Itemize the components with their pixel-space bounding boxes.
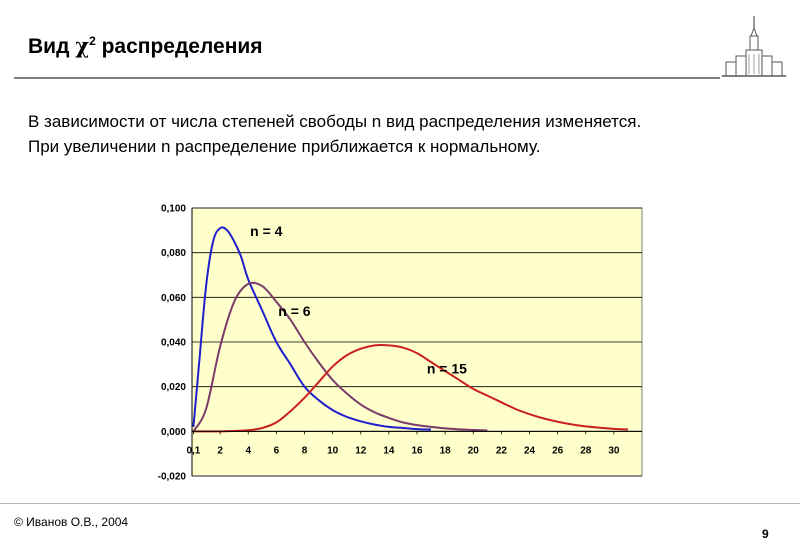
title-superscript: 2 [89, 34, 96, 48]
y-tick-labels: -0,020 0,000 0,020 0,040 0,060 0,080 0,100 [158, 204, 187, 483]
x-tick-label: 6 [274, 445, 280, 456]
series-lines [192, 226, 628, 433]
chi-square-chart: -0,020 0,000 0,020 0,040 0,060 0,080 0,100 0,1… [158, 204, 643, 483]
series-line-1 [192, 226, 432, 431]
x-tick-label: 0,1 [186, 445, 200, 456]
y-tick-label: 0,020 [161, 382, 186, 393]
slide-title: Вид χ2 распределения [28, 33, 263, 59]
title-main: Вид [28, 35, 76, 58]
title-divider [14, 77, 720, 79]
series-label-1: n = 4 [250, 223, 283, 239]
series-line-3 [193, 344, 628, 433]
series-line-2 [192, 281, 488, 432]
y-tick-label: 0,040 [161, 338, 186, 349]
y-tick-label: -0,020 [158, 472, 187, 483]
x-tick-label: 28 [580, 445, 592, 456]
page-number: 9 [762, 527, 769, 541]
y-tick-label: 0,080 [161, 248, 186, 259]
x-tick-label: 12 [355, 445, 367, 456]
x-tick-label: 10 [327, 445, 339, 456]
x-tick-label: 14 [383, 445, 395, 456]
series-label-2: n = 6 [278, 303, 311, 319]
university-building-logo [722, 14, 786, 82]
copyright-text: © Иванов О.В., 2004 [14, 515, 129, 529]
x-tick-labels: 0,1 2 4 6 8 10 12 14 16 18 20 22 24 26 28 30 [186, 431, 620, 456]
x-tick-label: 24 [524, 445, 536, 456]
series-label-3: n = 15 [427, 360, 467, 376]
x-tick-label: 8 [302, 445, 308, 456]
intro-line-2: При увеличении n распределение приближае… [28, 137, 541, 156]
y-tick-label: 0,060 [161, 293, 186, 304]
x-tick-label: 4 [245, 445, 251, 456]
x-tick-label: 26 [552, 445, 564, 456]
footer-divider [0, 503, 800, 504]
x-tick-label: 16 [411, 445, 423, 456]
x-tick-label: 22 [496, 445, 508, 456]
y-tick-label: 0,100 [161, 204, 186, 215]
x-tick-label: 18 [440, 445, 452, 456]
x-tick-label: 20 [468, 445, 480, 456]
y-tick-label: 0,000 [161, 427, 186, 438]
x-tick-label: 2 [217, 445, 223, 456]
series-labels: n = 4 n = 6 n = 15 [250, 223, 467, 376]
x-tick-label: 30 [608, 445, 620, 456]
title-chi-symbol: χ [75, 33, 90, 58]
title-rest: распределения [95, 35, 263, 58]
intro-text: В зависимости от числа степеней свободы … [28, 109, 788, 159]
intro-line-1: В зависимости от числа степеней свободы … [28, 112, 642, 131]
